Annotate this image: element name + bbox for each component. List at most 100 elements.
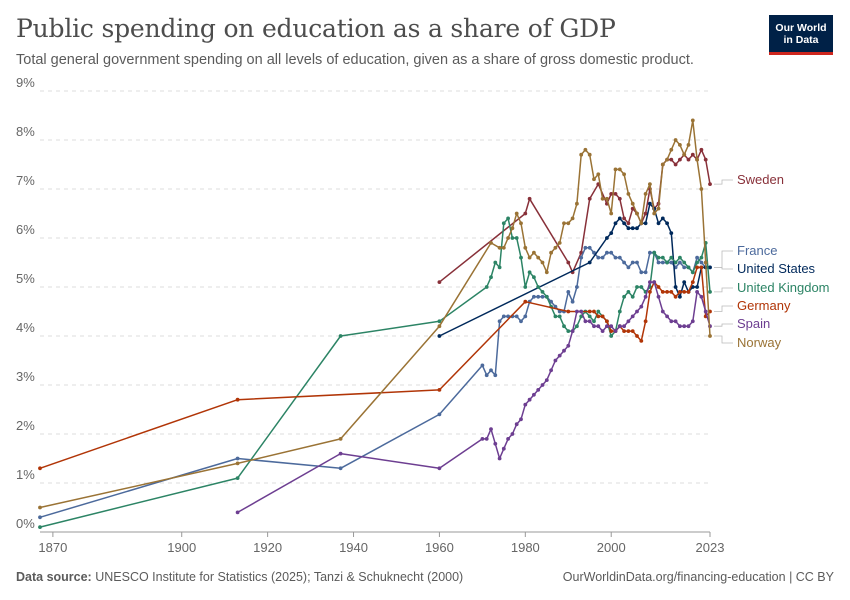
data-point[interactable]	[489, 368, 493, 373]
data-point[interactable]	[682, 152, 687, 157]
data-point[interactable]	[665, 290, 669, 294]
data-point[interactable]	[656, 294, 661, 299]
data-point[interactable]	[523, 402, 528, 407]
data-point[interactable]	[338, 437, 343, 441]
data-point[interactable]	[678, 143, 682, 147]
data-point[interactable]	[660, 290, 665, 294]
data-point[interactable]	[656, 285, 661, 289]
data-point[interactable]	[540, 260, 545, 265]
data-point[interactable]	[686, 290, 691, 294]
data-point[interactable]	[652, 250, 657, 255]
data-point[interactable]	[570, 299, 575, 304]
data-point[interactable]	[570, 329, 575, 333]
data-point[interactable]	[678, 260, 682, 265]
data-point[interactable]	[38, 466, 42, 471]
data-point[interactable]	[708, 290, 712, 294]
data-point[interactable]	[682, 290, 687, 294]
data-point[interactable]	[626, 319, 631, 324]
data-point[interactable]	[630, 314, 635, 319]
legend-label-united-kingdom[interactable]: United Kingdom	[737, 280, 830, 295]
data-point[interactable]	[708, 334, 712, 338]
data-point[interactable]	[643, 270, 648, 275]
data-point[interactable]	[626, 221, 631, 226]
data-point[interactable]	[686, 265, 691, 270]
data-point[interactable]	[622, 216, 626, 221]
data-point[interactable]	[669, 147, 674, 152]
data-point[interactable]	[549, 368, 553, 373]
data-point[interactable]	[553, 314, 558, 319]
data-point[interactable]	[609, 231, 614, 236]
series-spain[interactable]	[235, 280, 712, 515]
data-point[interactable]	[617, 216, 622, 221]
data-point[interactable]	[540, 383, 545, 387]
legend-label-norway[interactable]: Norway	[737, 335, 782, 350]
data-point[interactable]	[235, 476, 240, 480]
data-point[interactable]	[648, 280, 652, 284]
data-point[interactable]	[682, 280, 687, 284]
data-point[interactable]	[540, 290, 545, 294]
legend-label-france[interactable]: France	[737, 243, 777, 258]
data-point[interactable]	[695, 265, 699, 270]
data-point[interactable]	[523, 314, 528, 319]
data-point[interactable]	[532, 250, 536, 255]
data-point[interactable]	[527, 397, 532, 402]
data-point[interactable]	[437, 466, 442, 471]
legend-label-germany[interactable]: Germany	[737, 298, 791, 313]
data-point[interactable]	[566, 221, 571, 226]
data-point[interactable]	[437, 388, 442, 392]
data-point[interactable]	[656, 255, 661, 260]
series-norway[interactable]	[38, 118, 712, 510]
data-point[interactable]	[708, 265, 712, 270]
data-point[interactable]	[678, 324, 682, 329]
data-point[interactable]	[617, 309, 622, 314]
data-point[interactable]	[235, 510, 240, 515]
data-point[interactable]	[605, 196, 609, 201]
data-point[interactable]	[510, 236, 515, 240]
data-point[interactable]	[506, 437, 510, 441]
data-point[interactable]	[600, 314, 605, 319]
data-point[interactable]	[678, 294, 682, 299]
data-point[interactable]	[669, 255, 674, 260]
data-point[interactable]	[630, 329, 635, 333]
data-point[interactable]	[506, 216, 510, 221]
data-point[interactable]	[639, 285, 644, 289]
data-point[interactable]	[690, 319, 695, 324]
data-point[interactable]	[648, 250, 652, 255]
data-point[interactable]	[635, 309, 639, 314]
data-point[interactable]	[338, 451, 343, 456]
data-point[interactable]	[38, 515, 42, 520]
data-point[interactable]	[703, 260, 708, 265]
data-point[interactable]	[480, 437, 485, 441]
data-point[interactable]	[592, 177, 596, 182]
data-point[interactable]	[665, 221, 669, 226]
data-point[interactable]	[673, 319, 678, 324]
data-point[interactable]	[523, 245, 528, 250]
data-point[interactable]	[489, 275, 493, 280]
data-point[interactable]	[583, 319, 588, 324]
data-point[interactable]	[613, 192, 618, 196]
data-point[interactable]	[557, 309, 562, 314]
data-point[interactable]	[673, 138, 678, 142]
data-point[interactable]	[639, 221, 644, 226]
data-point[interactable]	[587, 196, 592, 201]
data-point[interactable]	[703, 157, 708, 162]
data-point[interactable]	[514, 211, 519, 216]
data-point[interactable]	[652, 280, 657, 284]
data-point[interactable]	[592, 319, 596, 324]
legend[interactable]: Sweden France United States United Kingdom G…	[714, 172, 830, 350]
data-point[interactable]	[514, 314, 519, 319]
data-point[interactable]	[635, 211, 639, 216]
data-point[interactable]	[583, 147, 588, 152]
legend-label-sweden[interactable]: Sweden	[737, 172, 784, 187]
data-point[interactable]	[510, 432, 515, 436]
data-point[interactable]	[497, 319, 502, 324]
data-point[interactable]	[703, 309, 708, 314]
data-point[interactable]	[673, 162, 678, 167]
data-point[interactable]	[484, 373, 489, 378]
data-point[interactable]	[501, 314, 506, 319]
data-point[interactable]	[437, 412, 442, 417]
data-point[interactable]	[622, 260, 626, 265]
data-point[interactable]	[570, 216, 575, 221]
data-point[interactable]	[532, 294, 536, 299]
series-line[interactable]	[439, 202, 710, 337]
